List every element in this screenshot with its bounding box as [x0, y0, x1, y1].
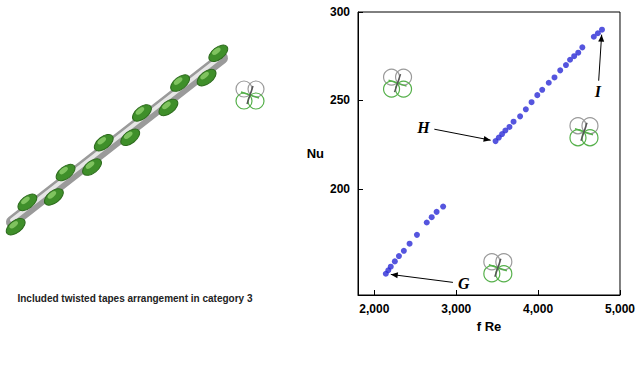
svg-text:3,000: 3,000 — [441, 302, 471, 316]
svg-text:250: 250 — [330, 93, 350, 107]
svg-text:200: 200 — [330, 182, 350, 196]
svg-text:2,000: 2,000 — [359, 302, 389, 316]
svg-text:f Re: f Re — [477, 319, 502, 334]
svg-text:4,000: 4,000 — [523, 302, 553, 316]
svg-text:I: I — [594, 83, 602, 100]
svg-text:5,000: 5,000 — [605, 302, 635, 316]
svg-text:G: G — [458, 275, 470, 292]
svg-text:Nu: Nu — [307, 146, 324, 161]
html-text:Included twisted tapes arrange: Included twisted tapes arrangement in ca… — [17, 293, 253, 304]
svg-text:H: H — [416, 119, 430, 136]
svg-text:300: 300 — [330, 5, 350, 19]
